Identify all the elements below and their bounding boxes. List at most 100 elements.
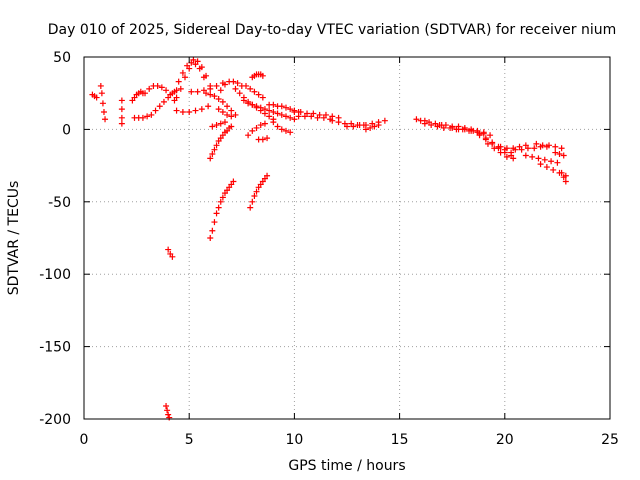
data-point-arc-ad bbox=[291, 109, 298, 116]
data-point-arc-ac bbox=[278, 126, 285, 133]
data-point-arc-aa bbox=[270, 109, 277, 116]
data-point-arc-z bbox=[249, 198, 256, 205]
data-point-arc-j bbox=[171, 88, 178, 95]
data-point-arc-al bbox=[449, 124, 456, 131]
data-point-arc-r bbox=[215, 106, 222, 113]
data-point-arc-s bbox=[230, 78, 237, 85]
data-point-arc-ar bbox=[522, 152, 529, 159]
data-point-arc-f bbox=[163, 87, 170, 94]
data-point-arc-t bbox=[266, 113, 273, 120]
data-point-arc-g bbox=[165, 94, 172, 101]
data-point-arc-c bbox=[118, 120, 125, 127]
data-point-arc-z bbox=[264, 172, 271, 179]
data-point-arc-h bbox=[169, 253, 176, 260]
data-point-arc-ak bbox=[442, 122, 449, 129]
data-point-arc-al bbox=[461, 126, 468, 133]
data-point-arc-ah bbox=[362, 126, 369, 133]
data-point-arc-aj bbox=[428, 122, 435, 129]
data-point-arc-u bbox=[249, 101, 256, 108]
data-point-arc-l bbox=[198, 106, 205, 113]
data-point-arc-i bbox=[164, 407, 171, 414]
data-point-arc-av bbox=[560, 174, 567, 181]
data-points bbox=[89, 56, 569, 421]
data-point-arc-o bbox=[213, 142, 220, 149]
data-point-arc-ae bbox=[314, 114, 321, 121]
data-point-arc-as bbox=[552, 143, 559, 150]
data-point-arc-ar bbox=[529, 153, 536, 160]
data-point-arc-aa bbox=[266, 107, 273, 114]
data-point-arc-m bbox=[207, 85, 214, 92]
data-point-arc-aq bbox=[518, 146, 525, 153]
data-point-arc-ae bbox=[308, 113, 315, 120]
grid-lines bbox=[84, 57, 610, 419]
data-point-arc-ah bbox=[371, 123, 378, 130]
data-point-arc-av bbox=[558, 169, 565, 176]
data-point-arc-ai bbox=[413, 116, 420, 123]
y-tick-label: -50 bbox=[48, 195, 71, 211]
data-point-arc-k bbox=[190, 56, 197, 63]
data-point-arc-ao bbox=[497, 149, 504, 156]
data-point-arc-n bbox=[207, 91, 214, 98]
data-point-arc-ak bbox=[436, 122, 443, 129]
y-tick-label: -150 bbox=[39, 340, 71, 356]
data-point-arc-ag bbox=[356, 122, 363, 129]
x-tick-label: 0 bbox=[80, 432, 89, 448]
data-point-arc-s bbox=[221, 81, 228, 88]
data-point-arc-z bbox=[253, 188, 260, 195]
y-tick-label: 0 bbox=[62, 122, 71, 138]
data-point-arc-o bbox=[207, 155, 214, 162]
data-point-arc-aj bbox=[421, 120, 428, 127]
y-axis-label: SDTVAR / TECUs bbox=[6, 181, 22, 296]
data-point-arc-at bbox=[550, 166, 557, 173]
data-point-arc-k bbox=[181, 74, 188, 81]
data-point-arc-l bbox=[186, 109, 193, 116]
data-point-arc-m bbox=[194, 88, 201, 95]
data-point-arc-t bbox=[236, 90, 243, 97]
data-point-arc-ag bbox=[344, 123, 350, 130]
data-point-arc-z bbox=[247, 204, 254, 211]
data-point-arc-k bbox=[198, 64, 205, 71]
data-point-arc-u bbox=[240, 97, 247, 104]
data-point-arc-ag bbox=[381, 117, 388, 124]
data-point-arc-ab bbox=[282, 104, 289, 111]
data-point-arc-b bbox=[100, 109, 107, 116]
data-point-arc-as bbox=[558, 145, 565, 152]
data-point-arc-an bbox=[482, 136, 489, 143]
data-point-arc-aa bbox=[282, 113, 289, 120]
data-point-arc-b bbox=[99, 100, 106, 107]
data-point-arc-z bbox=[251, 193, 258, 200]
data-point-arc-n bbox=[211, 93, 218, 100]
data-point-arc-e bbox=[144, 113, 151, 120]
data-point-arc-u bbox=[253, 103, 260, 110]
data-point-arc-an bbox=[476, 132, 483, 139]
data-point-arc-as bbox=[533, 140, 540, 147]
data-point-arc-aa bbox=[287, 114, 294, 121]
data-point-arc-q bbox=[221, 119, 228, 126]
data-point-arc-v bbox=[255, 91, 262, 98]
data-point-arc-f bbox=[154, 82, 161, 89]
data-point-arc-n bbox=[203, 90, 210, 97]
tick-labels: 0 5 10 15 20 25 -200 -150 -100 -50 0 50 bbox=[39, 50, 619, 448]
data-point-arc-ab bbox=[270, 101, 277, 108]
data-point-arc-af bbox=[335, 119, 342, 126]
data-point-arc-n bbox=[215, 95, 222, 102]
data-point-arc-r bbox=[219, 109, 226, 116]
data-point-arc-m bbox=[188, 88, 195, 95]
data-point-arc-as bbox=[545, 142, 552, 149]
data-point-arc-g bbox=[148, 111, 155, 118]
x-tick-label: 15 bbox=[391, 432, 409, 448]
data-point-arc-l bbox=[179, 109, 186, 116]
data-point-arc-x bbox=[253, 124, 260, 131]
data-point-arc-n bbox=[224, 103, 231, 110]
data-point-arc-s bbox=[234, 80, 241, 87]
data-point-arc-c bbox=[118, 97, 125, 104]
data-point-arc-ac bbox=[282, 127, 289, 134]
data-point-arc-i bbox=[166, 414, 173, 421]
data-point-arc-ad bbox=[297, 109, 304, 116]
data-point-arc-k bbox=[194, 58, 201, 65]
data-point-arc-c bbox=[118, 106, 125, 113]
data-point-arc-x bbox=[261, 120, 268, 127]
data-point-arc-p bbox=[217, 198, 224, 205]
data-point-arc-u bbox=[257, 104, 264, 111]
data-point-arc-n bbox=[219, 98, 226, 105]
